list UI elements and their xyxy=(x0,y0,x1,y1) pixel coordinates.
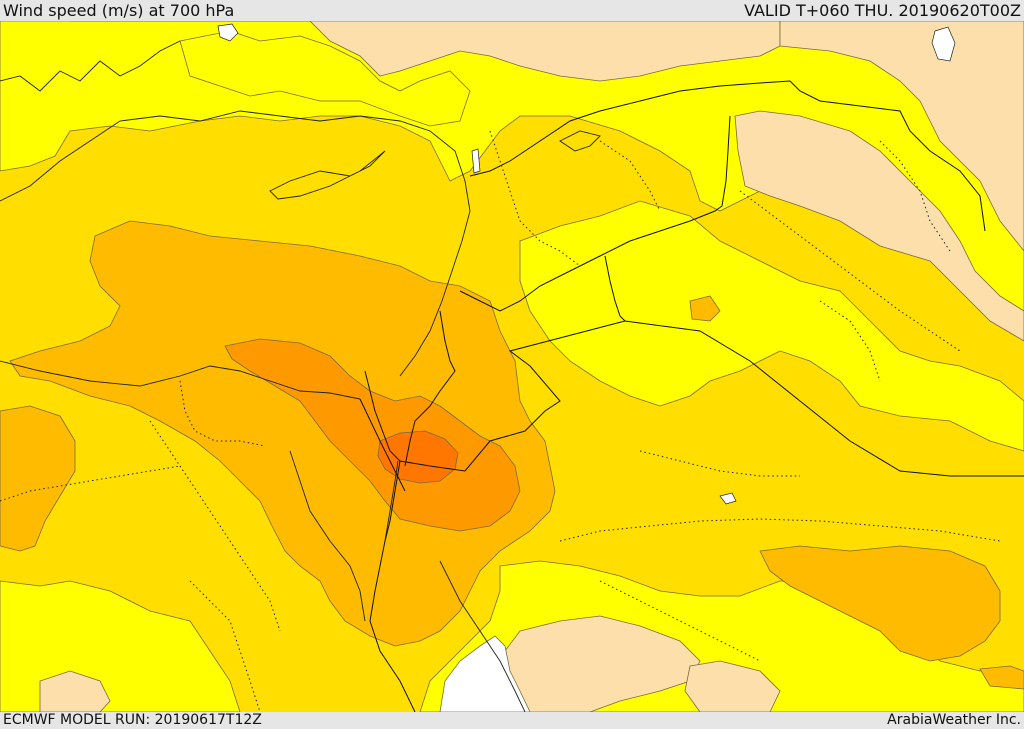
valid-time: VALID T+060 THU. 20190620T00Z xyxy=(744,1,1021,20)
credit: ArabiaWeather Inc. xyxy=(887,712,1021,728)
map-title: Wind speed (m/s) at 700 hPa xyxy=(3,1,235,20)
coastlines xyxy=(0,40,601,712)
model-run: ECMWF MODEL RUN: 20190617T12Z xyxy=(3,712,262,728)
sea-unshaded xyxy=(439,635,531,712)
wind-speed-map xyxy=(0,21,1024,712)
header-bar: Wind speed (m/s) at 700 hPa VALID T+060 … xyxy=(0,0,1024,21)
province-borders xyxy=(0,130,1001,712)
lakes xyxy=(217,23,956,505)
field-higher-regions xyxy=(224,338,521,532)
country-borders xyxy=(359,80,1024,712)
field-high-regions xyxy=(0,220,1024,690)
field-lowest-regions xyxy=(39,21,1024,712)
footer-bar: ECMWF MODEL RUN: 20190617T12Z ArabiaWeat… xyxy=(0,712,1024,729)
